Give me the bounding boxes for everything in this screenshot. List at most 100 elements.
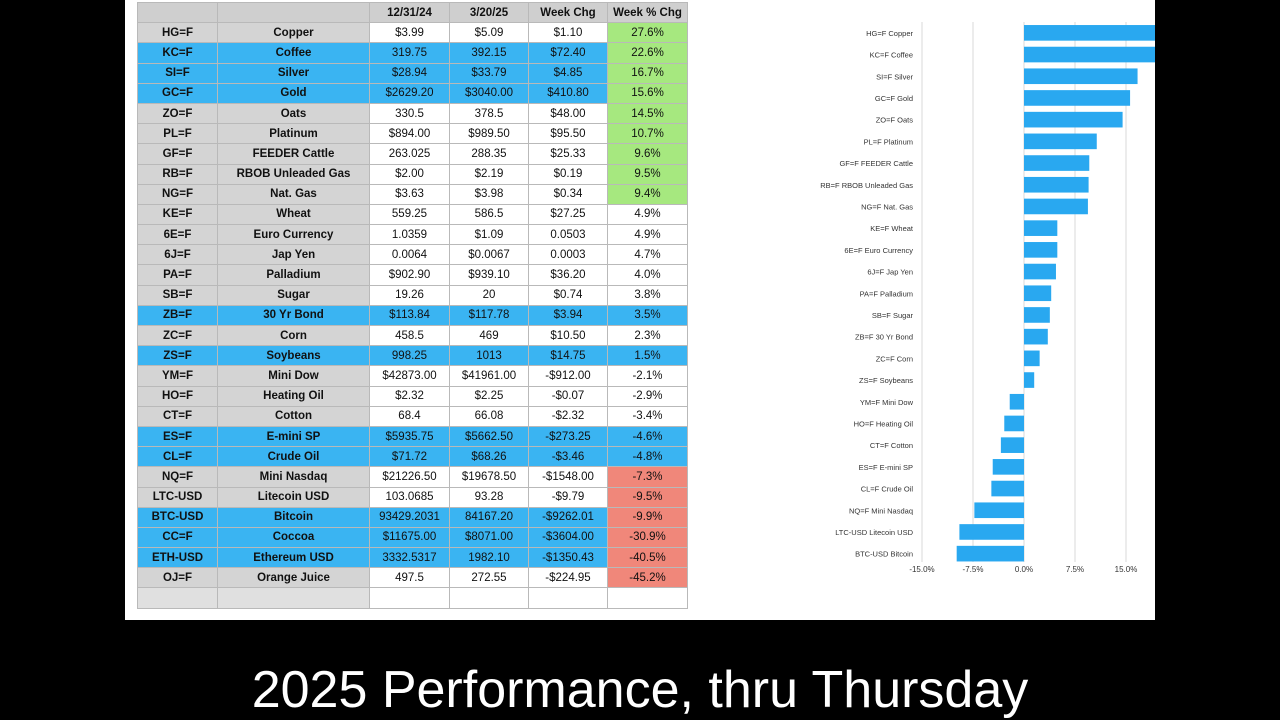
column-header: Week % Chg bbox=[607, 1, 688, 24]
x-tick-label: -7.5% bbox=[963, 565, 984, 574]
cell-end: $3040.00 bbox=[449, 82, 529, 104]
cell-chg: $10.50 bbox=[528, 324, 608, 347]
x-tick-label: 15.0% bbox=[1115, 565, 1138, 574]
cell-symbol: ETH-USD bbox=[137, 547, 218, 569]
cell-start: 3332.5317 bbox=[369, 547, 450, 569]
column-header: 3/20/25 bbox=[449, 1, 529, 24]
cell-start: 93429.2031 bbox=[369, 506, 450, 528]
table-row: CC=F Coccoa $11675.00 $8071.00 -$3604.00 -30.… bbox=[137, 526, 688, 549]
chart-bar bbox=[1004, 415, 1024, 432]
cell-start: 559.25 bbox=[369, 203, 450, 226]
cell-chg: 0.0003 bbox=[528, 244, 608, 266]
category-label: YM=F Mini Dow bbox=[860, 398, 914, 407]
category-label: ES=F E-mini SP bbox=[859, 463, 913, 472]
cell-chg: $48.00 bbox=[528, 102, 608, 125]
cell-symbol: PA=F bbox=[137, 264, 218, 286]
cell-symbol: ZO=F bbox=[137, 102, 218, 125]
cell-start: 1.0359 bbox=[369, 224, 450, 246]
cell-pct: 9.4% bbox=[607, 183, 688, 205]
cell-symbol: BTC-USD bbox=[137, 506, 218, 528]
chart-bar bbox=[1024, 90, 1131, 106]
cell-start: $71.72 bbox=[369, 446, 450, 468]
cell-start: 998.25 bbox=[369, 345, 450, 367]
cell-start: $11675.00 bbox=[369, 526, 450, 549]
cell-pct: 3.5% bbox=[607, 304, 688, 327]
cell-start: $2.00 bbox=[369, 163, 450, 185]
cell-start: 103.0685 bbox=[369, 486, 450, 508]
cell-name: Crude Oil bbox=[217, 446, 370, 468]
cell-name: Palladium bbox=[217, 264, 370, 286]
table-row: ETH-USD Ethereum USD 3332.5317 1982.10 -$135… bbox=[137, 547, 688, 569]
cell-pct: 22.6% bbox=[607, 42, 688, 64]
cell-chg: $1.10 bbox=[528, 22, 608, 44]
cell-pct: -9.9% bbox=[607, 506, 688, 528]
table-row: ZS=F Soybeans 998.25 1013 $14.75 1.5% bbox=[137, 345, 688, 367]
cell-chg: -$1548.00 bbox=[528, 466, 608, 488]
cell-name: Soybeans bbox=[217, 345, 370, 367]
chart-bar bbox=[1024, 307, 1050, 323]
cell-symbol: ZS=F bbox=[137, 345, 218, 367]
category-label: CT=F Cotton bbox=[870, 441, 913, 450]
category-label: KC=F Coffee bbox=[870, 51, 913, 60]
cell-name: Euro Currency bbox=[217, 224, 370, 246]
cell-chg: $0.34 bbox=[528, 183, 608, 205]
cell-pct: -2.1% bbox=[607, 365, 688, 387]
chart-bar bbox=[974, 502, 1024, 519]
chart-bar bbox=[1024, 25, 1155, 41]
cell-end: $5662.50 bbox=[449, 425, 529, 448]
cell-name: Nat. Gas bbox=[217, 183, 370, 205]
cell-symbol: GC=F bbox=[137, 82, 218, 104]
cell-start: $2.32 bbox=[369, 385, 450, 407]
table-row: SB=F Sugar 19.26 20 $0.74 3.8% bbox=[137, 284, 688, 306]
cell-symbol: HG=F bbox=[137, 22, 218, 44]
category-label: HO=F Heating Oil bbox=[854, 419, 914, 428]
cell-pct: 2.3% bbox=[607, 324, 688, 347]
table-row: KC=F Coffee 319.75 392.15 $72.40 22.6% bbox=[137, 42, 688, 64]
cell-pct: 9.6% bbox=[607, 143, 688, 165]
cell-chg: -$3.46 bbox=[528, 446, 608, 468]
cell-start: 263.025 bbox=[369, 143, 450, 165]
cell-chg: $27.25 bbox=[528, 203, 608, 226]
table-row: GC=F Gold $2629.20 $3040.00 $410.80 15.6% bbox=[137, 82, 688, 104]
cell-pct: 1.5% bbox=[607, 345, 688, 367]
cell-pct: 3.8% bbox=[607, 284, 688, 306]
cell-name: Bitcoin bbox=[217, 506, 370, 528]
cell-start: $2629.20 bbox=[369, 82, 450, 104]
cell-name: Corn bbox=[217, 324, 370, 347]
cell-chg: $4.85 bbox=[528, 62, 608, 84]
cell-symbol: CT=F bbox=[137, 405, 218, 427]
empty-cell bbox=[528, 587, 608, 609]
chart-bars bbox=[956, 25, 1155, 562]
cell-end: $0.0067 bbox=[449, 244, 529, 266]
cell-chg: $95.50 bbox=[528, 123, 608, 145]
chart-bar bbox=[1024, 285, 1052, 302]
category-label: ZC=F Corn bbox=[876, 354, 913, 363]
cell-symbol: PL=F bbox=[137, 123, 218, 145]
cell-pct: -4.6% bbox=[607, 425, 688, 448]
cell-chg: -$9.79 bbox=[528, 486, 608, 508]
cell-end: 84167.20 bbox=[449, 506, 529, 528]
cell-chg: $0.19 bbox=[528, 163, 608, 185]
table-row: CL=F Crude Oil $71.72 $68.26 -$3.46 -4.8% bbox=[137, 446, 688, 468]
table-row: LTC-USD Litecoin USD 103.0685 93.28 -$9.79 -9… bbox=[137, 486, 688, 508]
cell-name: Silver bbox=[217, 62, 370, 84]
cell-name: Wheat bbox=[217, 203, 370, 226]
cell-name: Gold bbox=[217, 82, 370, 104]
cell-end: 272.55 bbox=[449, 567, 529, 589]
cell-chg: $36.20 bbox=[528, 264, 608, 286]
performance-bar-chart: HG=F Copper KC=F Coffee SI=F Silver GC=F Go… bbox=[820, 22, 1155, 574]
category-label: CL=F Crude Oil bbox=[861, 485, 914, 494]
cell-end: $1.09 bbox=[449, 224, 529, 246]
cell-pct: -2.9% bbox=[607, 385, 688, 407]
table-row: CT=F Cotton 68.4 66.08 -$2.32 -3.4% bbox=[137, 405, 688, 427]
cell-end: 378.5 bbox=[449, 102, 529, 125]
chart-bar bbox=[1024, 372, 1035, 388]
empty-cell bbox=[449, 587, 529, 609]
cell-end: $3.98 bbox=[449, 183, 529, 205]
cell-name: Copper bbox=[217, 22, 370, 44]
cell-chg: 0.0503 bbox=[528, 224, 608, 246]
cell-start: 68.4 bbox=[369, 405, 450, 427]
cell-name: Sugar bbox=[217, 284, 370, 306]
cell-pct: 4.9% bbox=[607, 203, 688, 226]
column-header bbox=[217, 1, 370, 24]
